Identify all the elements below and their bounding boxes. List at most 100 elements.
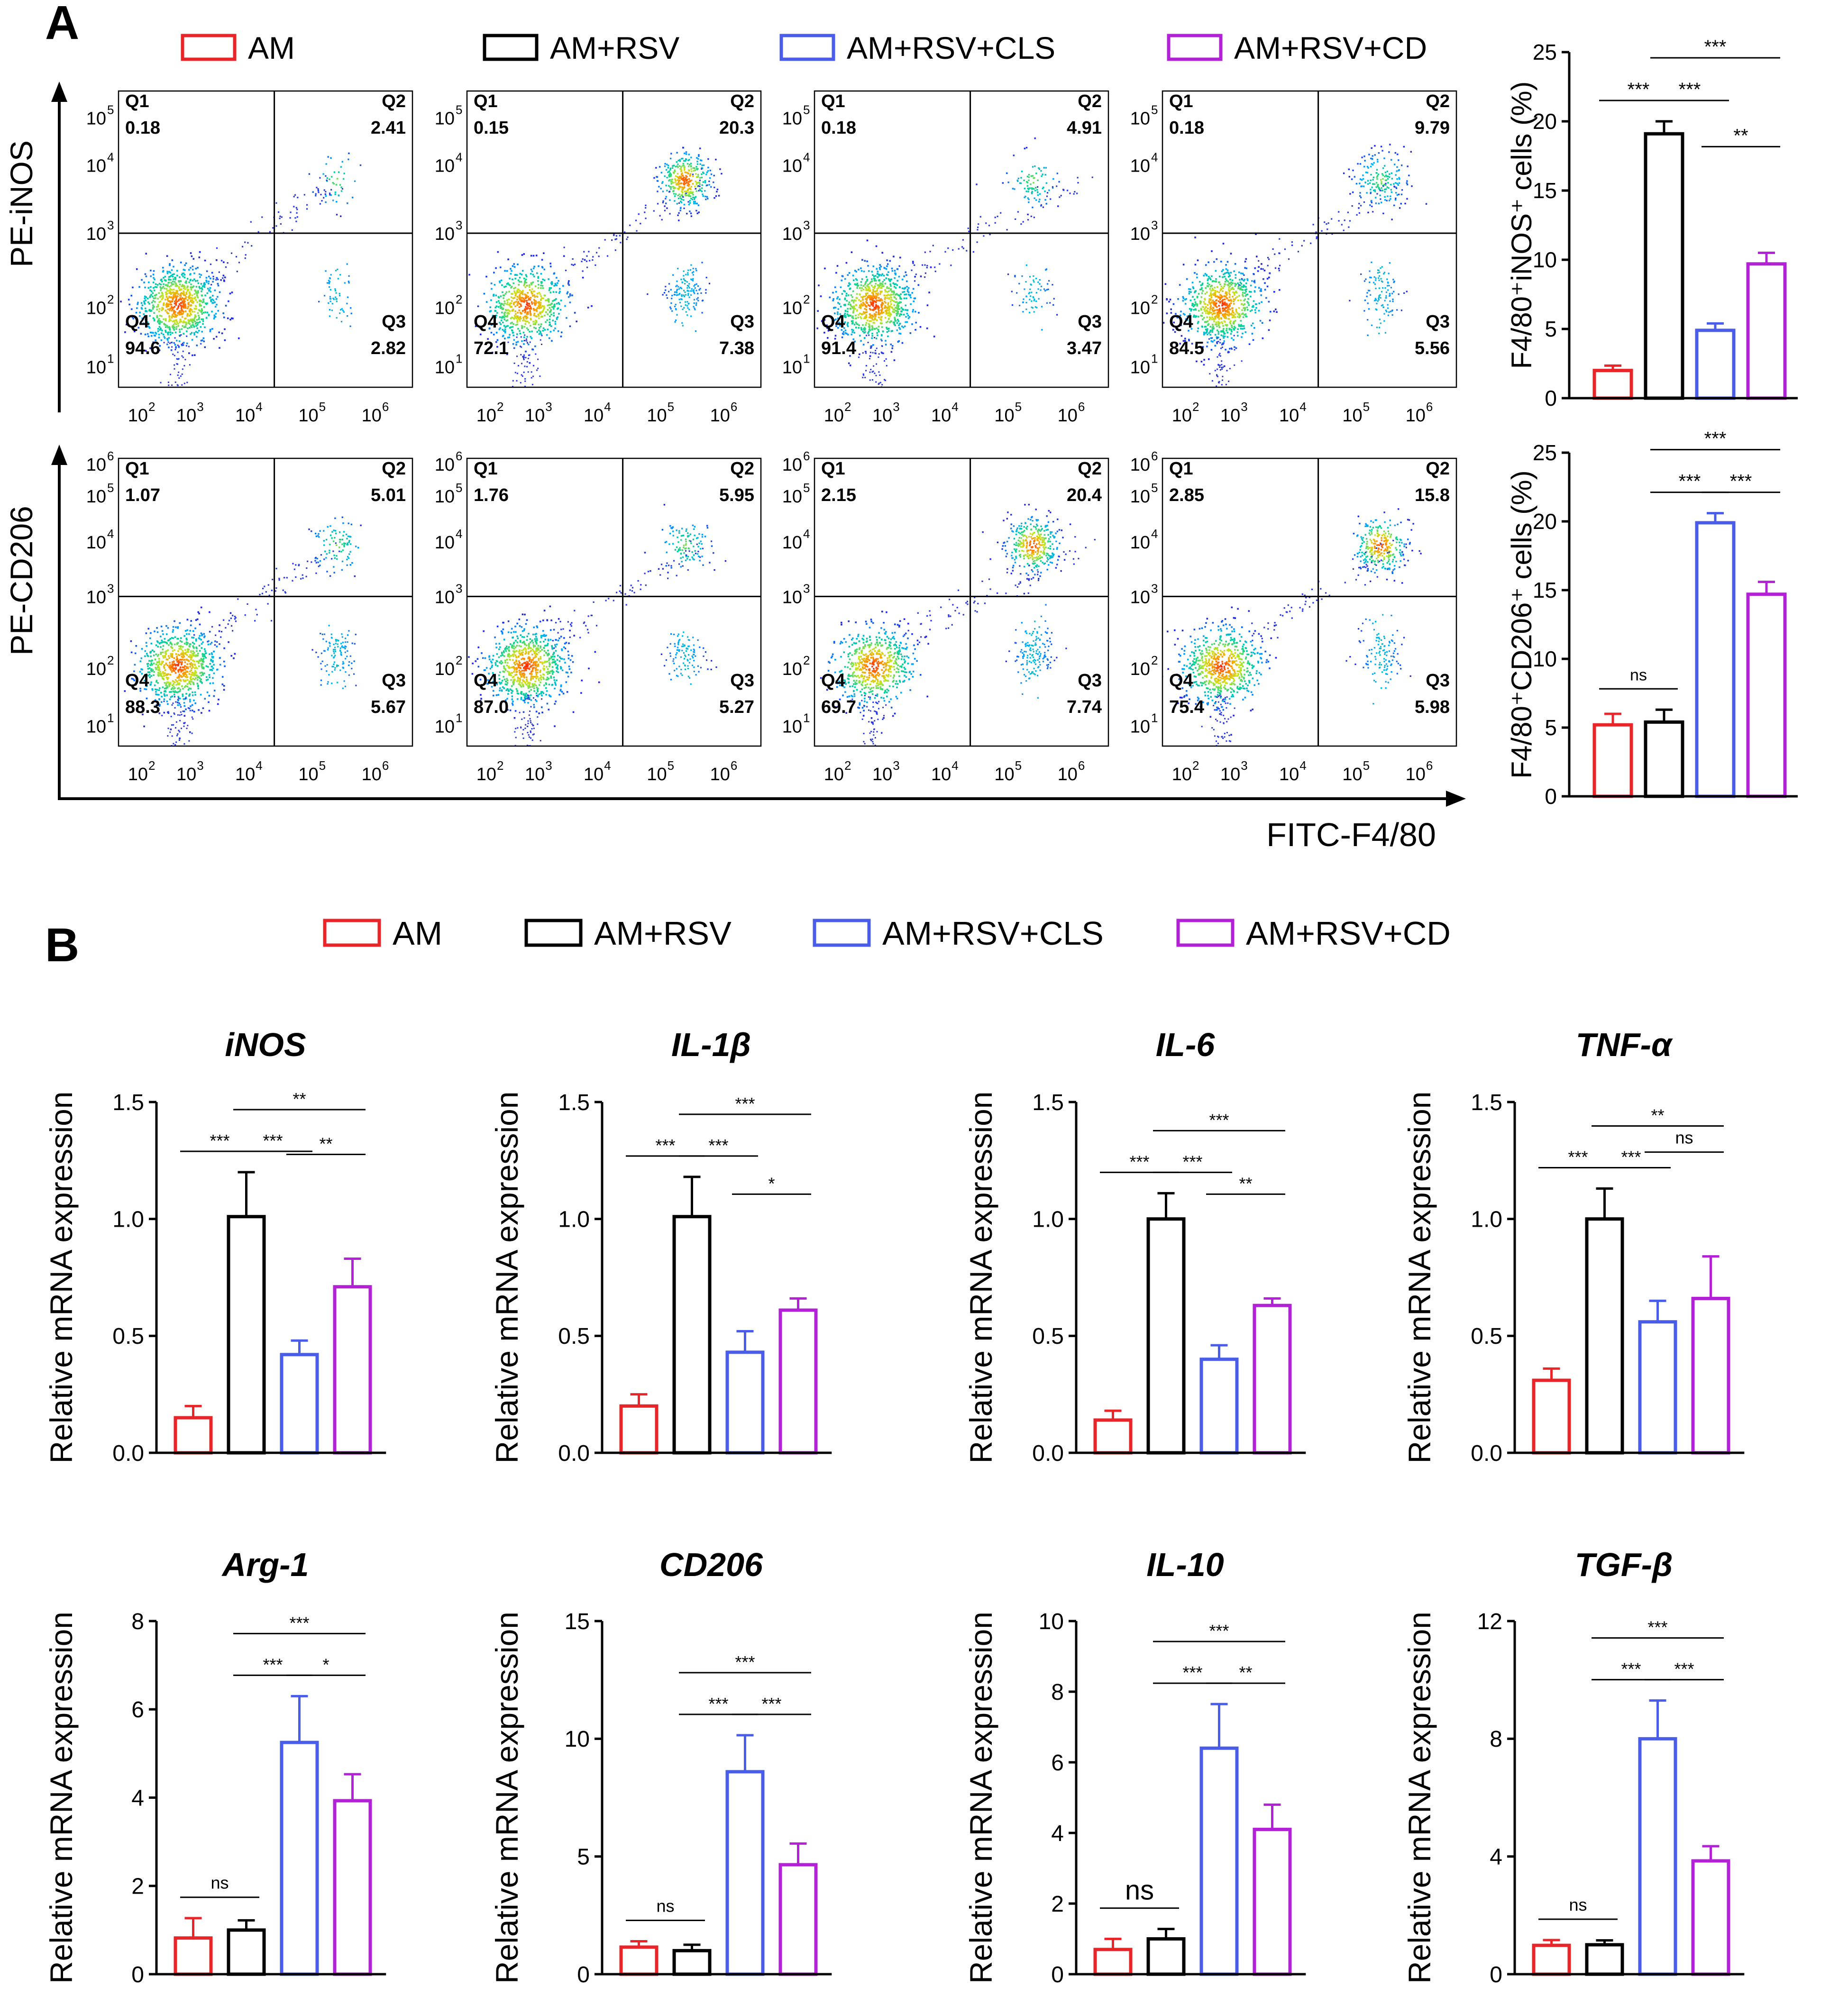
tick-exponent: 2 — [107, 292, 114, 306]
event-dot — [1400, 203, 1402, 205]
event-dot — [1210, 305, 1212, 307]
event-dot — [162, 661, 164, 663]
event-dot — [558, 288, 561, 290]
event-dot — [907, 291, 910, 293]
event-dot — [1212, 312, 1215, 315]
event-dot — [907, 317, 910, 319]
event-dot — [1203, 331, 1205, 334]
event-dot — [1393, 291, 1395, 292]
event-dot — [1227, 351, 1229, 353]
event-dot — [511, 293, 512, 295]
event-dot — [511, 321, 513, 324]
event-dot — [516, 333, 518, 335]
event-dot — [542, 297, 544, 300]
event-dot — [510, 317, 512, 319]
event-dot — [872, 370, 874, 372]
event-dot — [978, 223, 979, 225]
event-dot — [1034, 165, 1036, 167]
event-dot — [988, 225, 990, 227]
event-dot — [1194, 301, 1197, 303]
event-dot — [894, 270, 896, 272]
event-dot — [1030, 284, 1032, 286]
event-dot — [172, 353, 174, 355]
event-dot — [688, 203, 690, 206]
event-dot — [199, 303, 201, 305]
event-dot — [1033, 297, 1034, 299]
event-dot — [1237, 285, 1240, 288]
event-dot — [1241, 278, 1243, 280]
event-dot — [551, 340, 553, 342]
event-dot — [200, 283, 202, 285]
event-dot — [491, 352, 494, 354]
event-dot — [318, 301, 320, 302]
event-dot — [697, 204, 700, 206]
event-dot — [1223, 273, 1225, 275]
event-dot — [191, 255, 193, 257]
event-dot — [1251, 325, 1253, 327]
event-dot — [163, 342, 165, 344]
event-dot — [533, 302, 535, 304]
event-dot — [926, 327, 928, 329]
event-dot — [1225, 291, 1227, 293]
event-dot — [817, 310, 819, 312]
event-dot — [686, 290, 688, 292]
event-dot — [1032, 206, 1034, 209]
event-dot — [917, 284, 920, 286]
event-dot — [244, 241, 246, 243]
event-dot — [677, 294, 679, 296]
event-dot — [669, 213, 671, 215]
flow-frame — [814, 90, 1109, 388]
event-dot — [1254, 309, 1256, 311]
event-dot — [864, 327, 866, 329]
event-dot — [1360, 185, 1362, 187]
event-dot — [536, 296, 539, 298]
event-dot — [1245, 315, 1247, 318]
event-dot — [671, 294, 673, 297]
tick-exponent: 1 — [803, 351, 810, 365]
event-dot — [1403, 292, 1405, 294]
event-dot — [1221, 270, 1223, 273]
event-dot — [556, 317, 558, 319]
event-dot — [679, 196, 681, 198]
event-dot — [186, 335, 188, 337]
event-dot — [184, 310, 187, 312]
event-dot — [1393, 281, 1395, 283]
event-dot — [1240, 320, 1242, 322]
event-dot — [500, 319, 503, 321]
event-dot — [507, 312, 509, 314]
event-dot — [153, 270, 155, 272]
event-dot — [681, 194, 683, 196]
event-dot — [514, 278, 516, 280]
event-dot — [657, 191, 659, 192]
event-dot — [844, 329, 847, 331]
event-dot — [176, 291, 178, 292]
event-dot — [584, 259, 586, 261]
event-dot — [664, 175, 666, 177]
event-dot — [196, 322, 198, 324]
event-dot — [687, 307, 689, 309]
event-dot — [1240, 283, 1242, 285]
y-tick-label: 10 1 — [782, 351, 810, 377]
event-dot — [685, 182, 686, 184]
event-dot — [181, 273, 183, 276]
event-dot — [152, 273, 155, 275]
quadrant-name: Q2 — [730, 91, 754, 111]
event-dot — [1370, 157, 1372, 159]
event-dot — [1376, 159, 1379, 161]
event-dot — [517, 316, 519, 318]
event-dot — [192, 318, 193, 320]
event-dot — [1387, 307, 1389, 309]
event-dot — [1370, 189, 1372, 191]
event-dot — [1045, 203, 1047, 205]
event-dot — [878, 300, 880, 301]
event-dot — [869, 281, 872, 283]
event-dot — [558, 313, 560, 315]
event-dot — [914, 264, 915, 266]
event-dot — [1216, 323, 1218, 325]
event-dot — [169, 342, 171, 344]
event-dot — [213, 338, 215, 340]
event-dot — [1046, 302, 1048, 304]
event-dot — [858, 314, 860, 316]
event-dot — [829, 296, 831, 299]
event-dot — [533, 312, 536, 315]
